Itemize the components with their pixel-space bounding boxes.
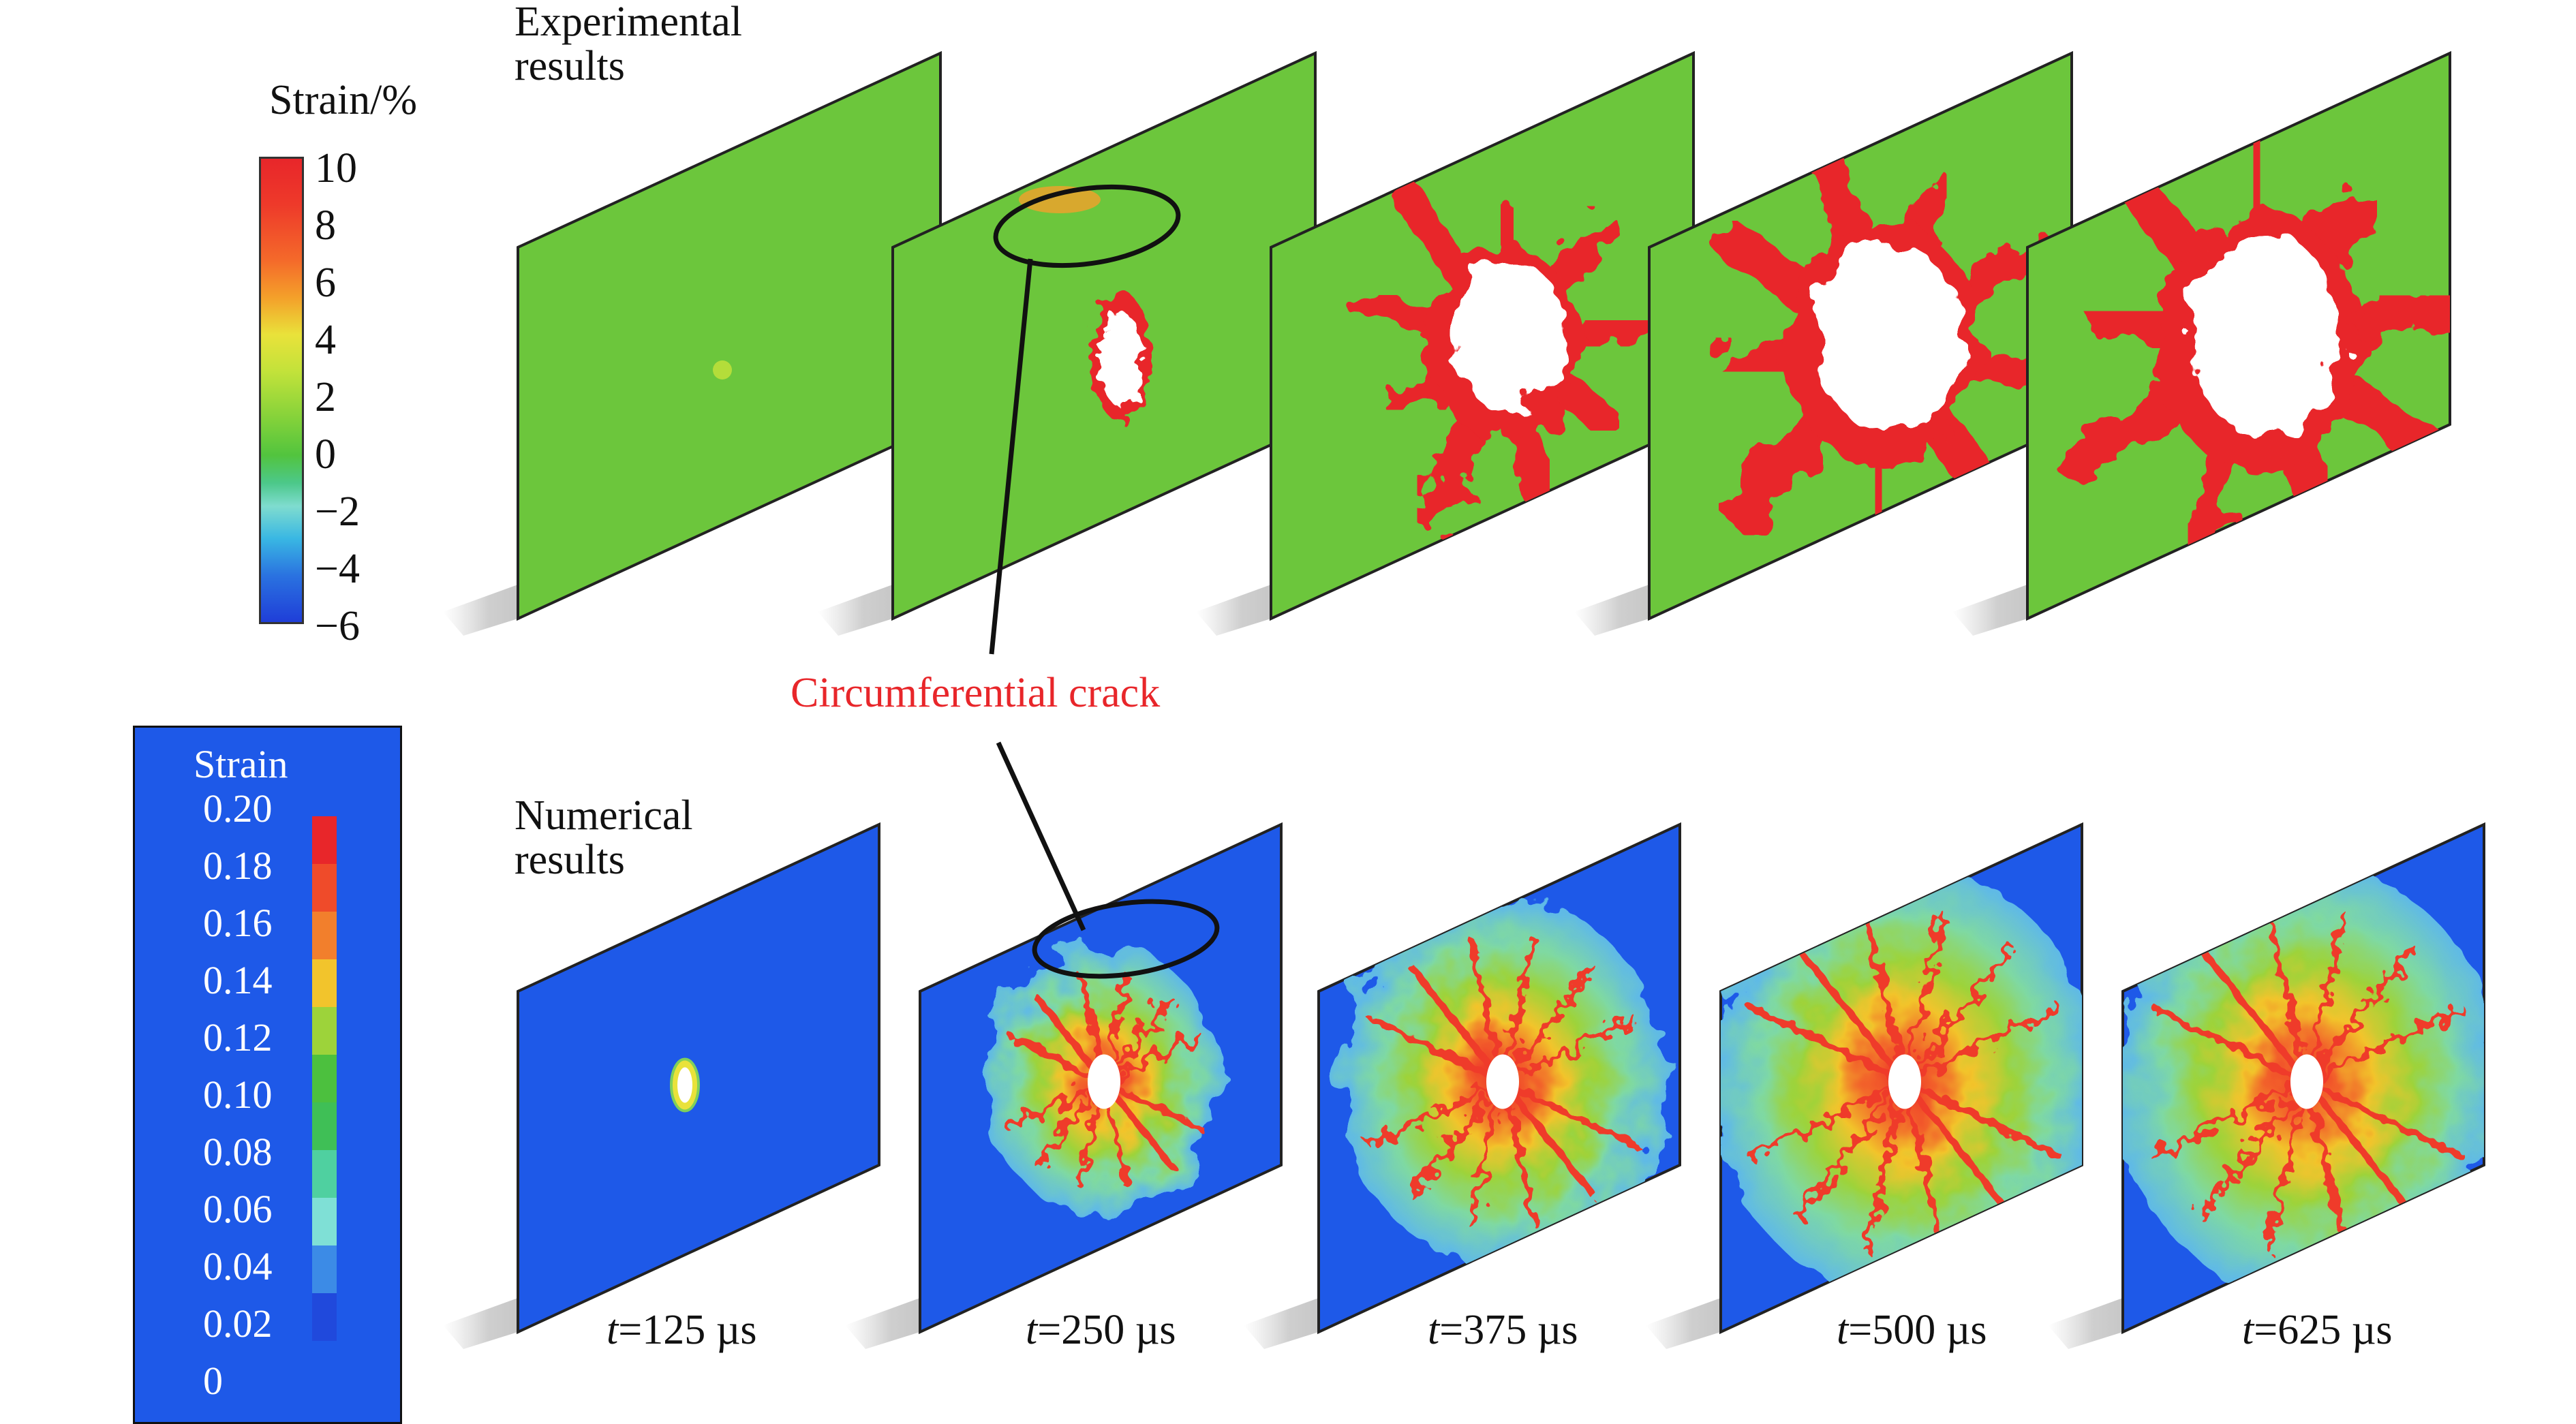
time-value: =250 µs	[1037, 1307, 1176, 1353]
experimental-panel-1	[517, 50, 942, 621]
numerical-colorbar-tick-label: 0.02	[203, 1301, 273, 1346]
numerical-colorbar-tick-label: 0.16	[203, 901, 273, 945]
panel-shadow	[1574, 585, 1649, 636]
panel-shadow	[443, 1298, 518, 1349]
numerical-legend-panel: Strain 0.20 0.18 0.16 0.14 0.12 0.10 0.08 0.06 0…	[133, 726, 402, 1424]
time-value: =500 µs	[1848, 1307, 1987, 1353]
time-value: =625 µs	[2254, 1307, 2393, 1353]
experimental-colorbar-tick-label: 10	[315, 145, 357, 191]
numerical-colorbar-tick-label: 0.04	[203, 1244, 273, 1288]
time-symbol: t	[1837, 1307, 1849, 1353]
time-label: t=125 µs	[607, 1307, 757, 1353]
panel-shadow	[1244, 1298, 1319, 1349]
numerical-colorbar-segment	[312, 1245, 337, 1293]
borehole	[1888, 1054, 1921, 1109]
numerical-colorbar-segment	[312, 816, 337, 864]
numerical-colorbar-segment	[312, 1150, 337, 1198]
experimental-colorbar-tick-label: 2	[315, 374, 336, 420]
numerical-panels	[443, 822, 2485, 1349]
experimental-colorbar-tick-label: −6	[315, 603, 360, 649]
numerical-colorbar-tick-label: 0.20	[203, 786, 273, 831]
panel-shadow	[1646, 1298, 1721, 1349]
crack-ellipse-numerical	[1032, 899, 1220, 979]
panel-shadow	[818, 585, 893, 636]
borehole	[1088, 1054, 1120, 1109]
time-symbol: t	[2242, 1307, 2254, 1353]
numerical-colorbar-segment	[312, 959, 337, 1007]
experimental-colorbar-tick-label: 0	[315, 431, 336, 478]
numerical-colorbar-segment	[312, 1293, 337, 1341]
experimental-colorbar-tick-label: 8	[315, 202, 336, 249]
fracture-void	[1453, 259, 1566, 413]
panel-shadow	[1952, 585, 2027, 636]
leader-line-bottom	[996, 741, 1086, 931]
numerical-colorbar-segment	[312, 1007, 337, 1055]
time-label: t=625 µs	[2242, 1307, 2393, 1353]
experimental-colorbar-tick-label: 4	[315, 317, 336, 363]
numerical-colorbar-segment	[312, 1341, 337, 1389]
fracture-void	[1101, 312, 1141, 407]
time-value: =375 µs	[1439, 1307, 1578, 1353]
numerical-colorbar	[312, 816, 337, 1389]
numerical-colorbar-segment	[312, 1055, 337, 1102]
experimental-colorbar	[259, 157, 304, 624]
numerical-colorbar-tick-label: 0	[203, 1359, 223, 1403]
panel-shadow	[1196, 585, 1271, 636]
crack-ellipse-experimental	[993, 184, 1181, 268]
experimental-colorbar-tick-label: −2	[315, 489, 360, 535]
time-symbol: t	[1026, 1307, 1038, 1353]
experimental-panels	[443, 50, 2451, 636]
numerical-colorbar-tick-label: 0.12	[203, 1015, 273, 1059]
time-label: t=375 µs	[1428, 1307, 1578, 1353]
numerical-colorbar-tick-label: 0.10	[203, 1072, 273, 1117]
time-symbol: t	[607, 1307, 619, 1353]
circumferential-crack-label: Circumferential crack	[791, 670, 1161, 716]
numerical-colorbar-tick-label: 0.18	[203, 843, 273, 888]
numerical-colorbar-segment	[312, 912, 337, 959]
numerical-results-label: Numerical results	[515, 792, 693, 884]
numerical-colorbar-segment	[312, 1198, 337, 1245]
time-symbol: t	[1428, 1307, 1440, 1353]
numerical-colorbar-tick-label: 0.14	[203, 958, 273, 1002]
borehole	[1486, 1054, 1519, 1109]
numerical-colorbar-tick-label: 0.06	[203, 1187, 273, 1231]
time-value: =125 µs	[618, 1307, 757, 1353]
experimental-legend-title: Strain/%	[269, 77, 417, 123]
fracture-void	[1816, 238, 1959, 433]
panel-shadow	[845, 1298, 920, 1349]
panel-shadow	[443, 585, 518, 636]
numerical-colorbar-tick-label: 0.08	[203, 1130, 273, 1174]
numerical-colorbar-segment	[312, 864, 337, 912]
time-label: t=500 µs	[1837, 1307, 1987, 1353]
fracture-void	[2191, 234, 2341, 438]
numerical-colorbar-segment	[312, 1102, 337, 1150]
leader-line-top	[989, 258, 1033, 655]
experimental-results-label: Experimental results	[515, 0, 742, 90]
time-label: t=250 µs	[1026, 1307, 1176, 1353]
experimental-colorbar-tick-label: 6	[315, 260, 336, 306]
borehole	[2290, 1054, 2323, 1109]
panel-shadow	[2048, 1298, 2123, 1349]
experimental-colorbar-tick-label: −4	[315, 546, 360, 592]
numerical-legend-title: Strain	[194, 742, 288, 786]
